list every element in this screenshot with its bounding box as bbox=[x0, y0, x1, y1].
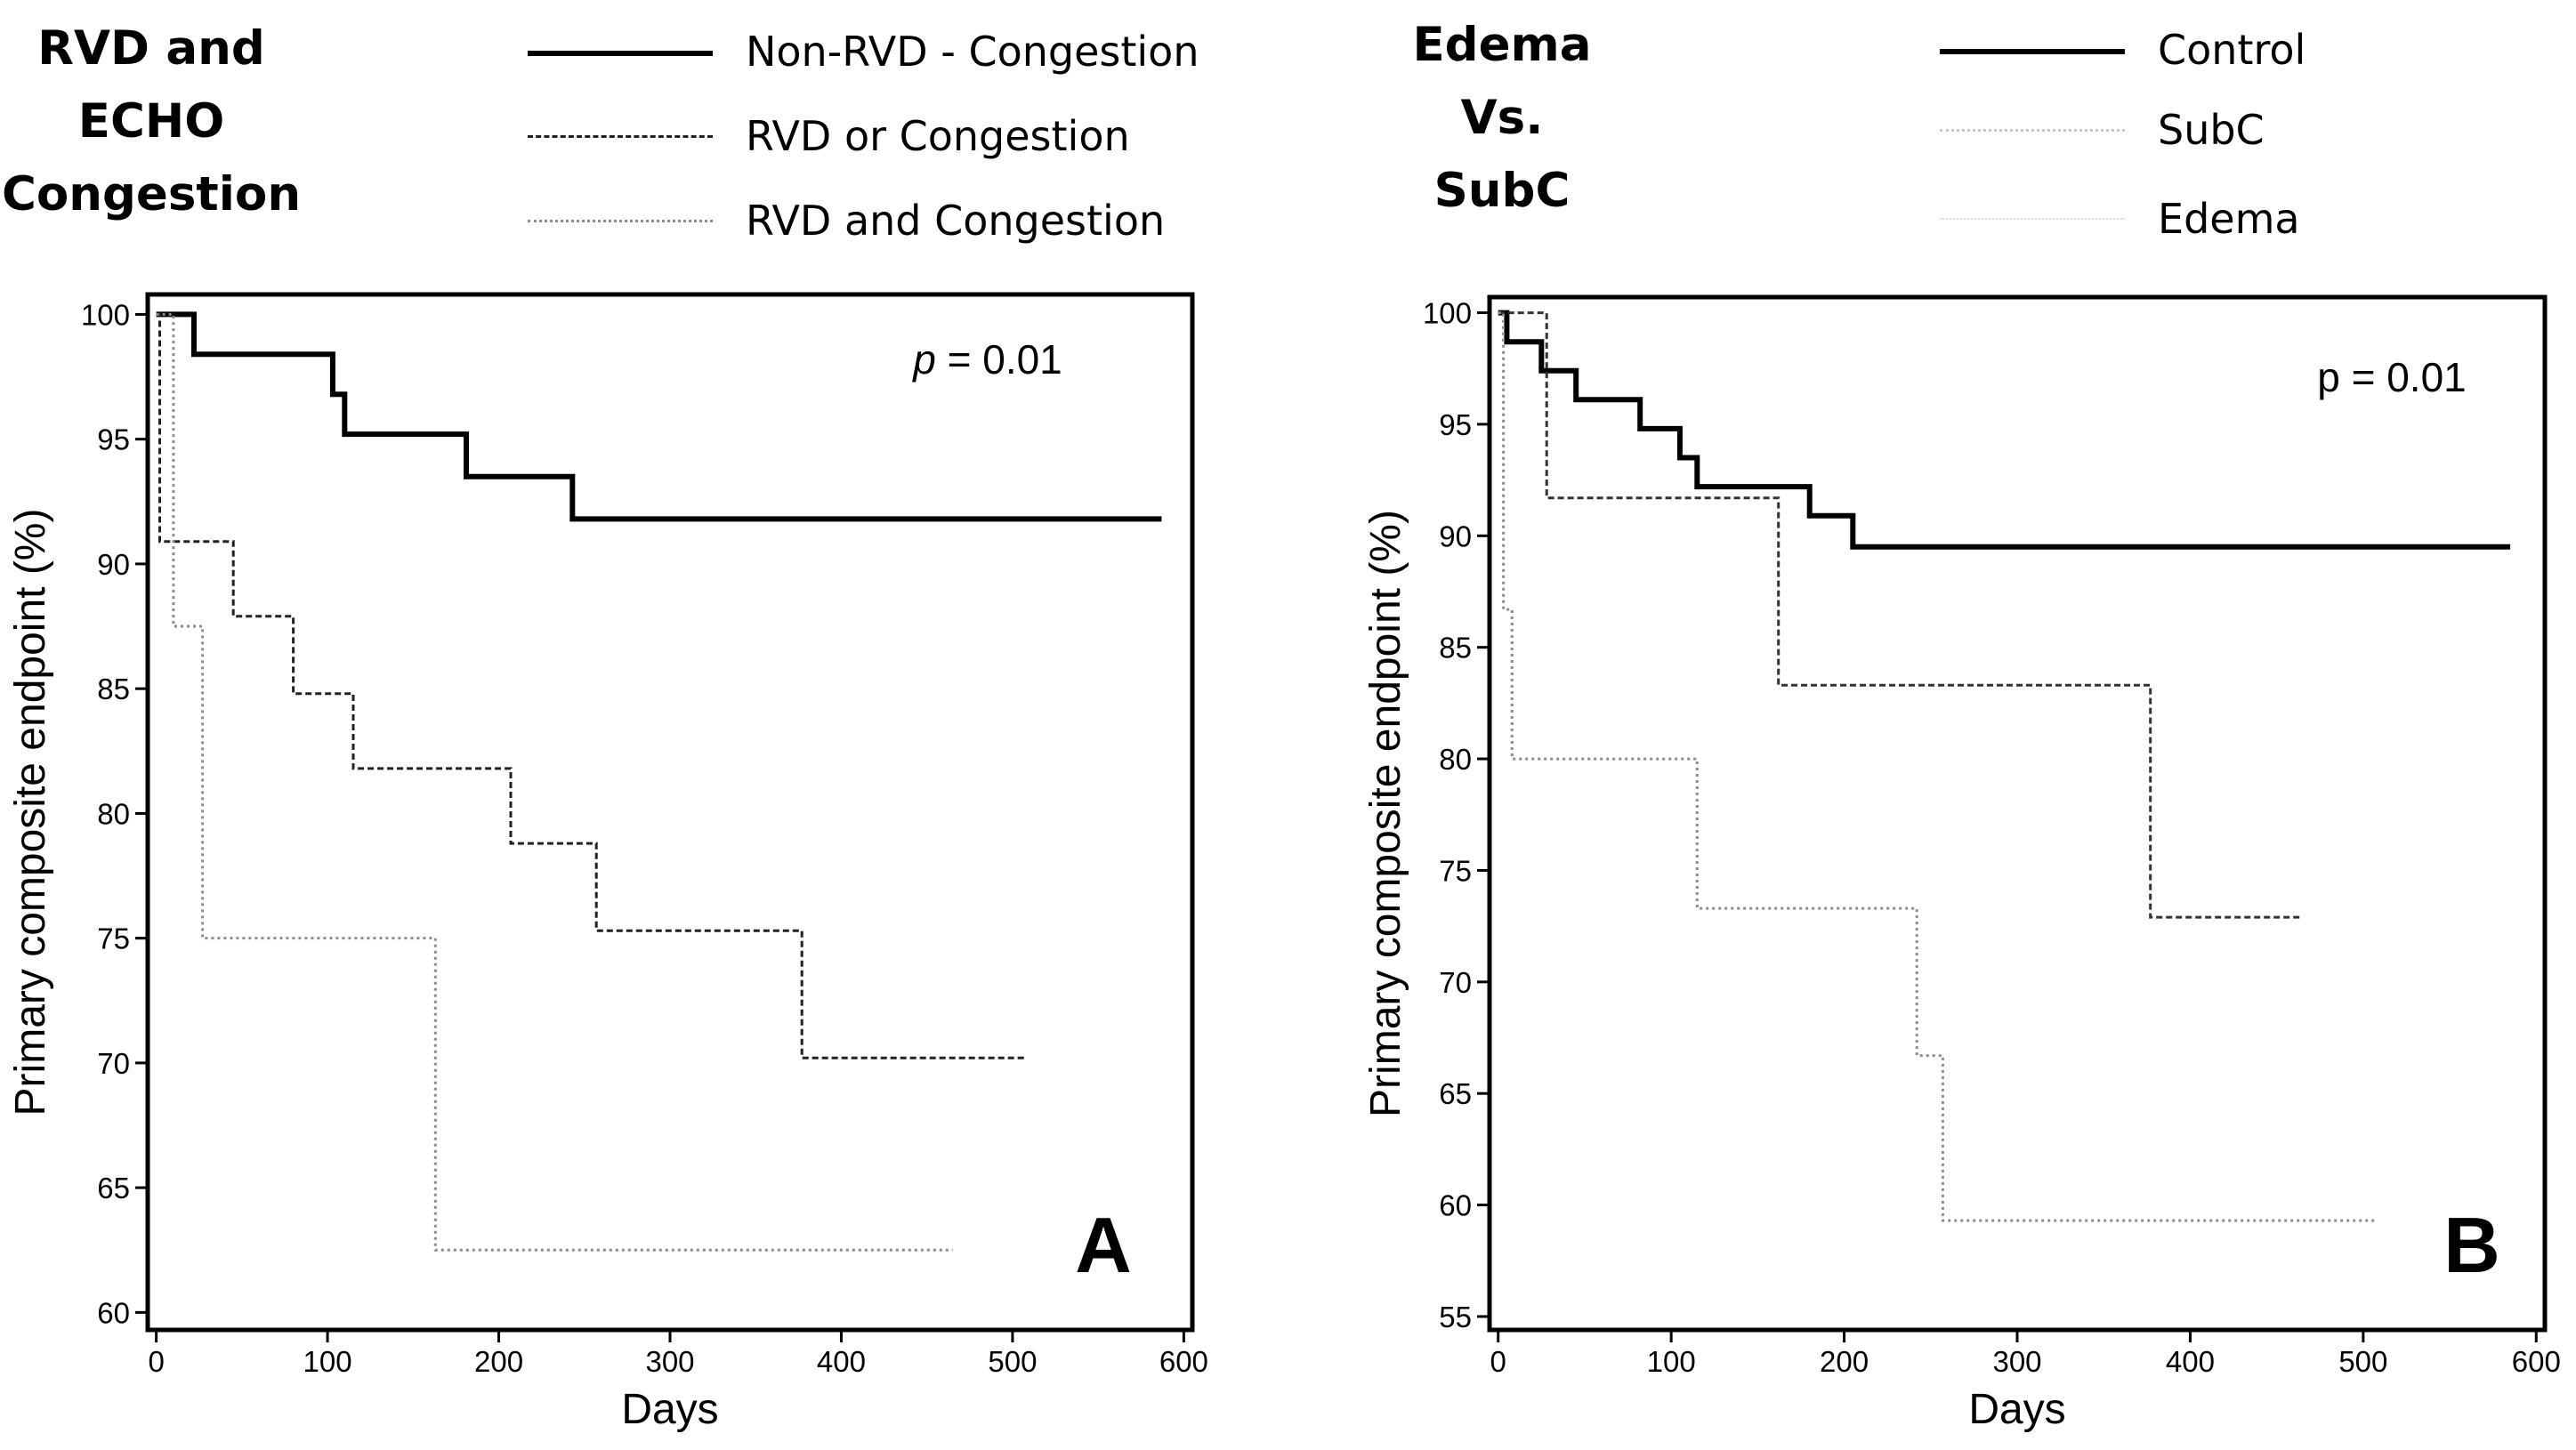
x-tick-label: 200 bbox=[474, 1345, 523, 1378]
y-tick-label: 60 bbox=[1439, 1189, 1472, 1222]
chart-title-line: Vs. bbox=[1460, 91, 1544, 145]
x-tick-label: 400 bbox=[817, 1345, 866, 1378]
chart-title: Edema Vs. SubC bbox=[1391, 9, 1613, 228]
series-line-3 bbox=[1498, 311, 2378, 1222]
x-tick-label: 600 bbox=[1159, 1345, 1208, 1378]
panel-letter: A bbox=[1075, 1201, 1132, 1289]
x-tick-label: 0 bbox=[1490, 1345, 1506, 1378]
y-tick-label: 100 bbox=[81, 298, 130, 331]
y-tick-label: 90 bbox=[1439, 520, 1472, 552]
legend-line-dotted bbox=[1940, 218, 2125, 220]
series-line-1 bbox=[156, 311, 1162, 522]
chart-title-line: Edema bbox=[1412, 18, 1592, 72]
y-tick-label: 70 bbox=[97, 1047, 130, 1080]
x-tick-label: 600 bbox=[2512, 1345, 2561, 1378]
panel-a: RVD and ECHO Congestion Non-RVD - Conges… bbox=[0, 12, 1257, 1433]
legend-item: RVD and Congestion bbox=[528, 194, 1257, 247]
legend-line-solid bbox=[1940, 49, 2125, 54]
y-tick-label: 75 bbox=[1439, 854, 1472, 887]
legend-label: RVD and Congestion bbox=[746, 197, 1166, 245]
panel-b: Edema Vs. SubC Control SubC Edema 0 100 20… bbox=[1288, 0, 2576, 1450]
series-line-1 bbox=[1498, 310, 2511, 550]
chart-title-line: SubC bbox=[1433, 164, 1571, 218]
x-tick-label: 300 bbox=[1992, 1345, 2041, 1378]
x-axis-label: Days bbox=[621, 1386, 718, 1433]
y-tick-label: 80 bbox=[1439, 743, 1472, 776]
chart-title-line: RVD and bbox=[37, 21, 265, 76]
x-tick-label: 500 bbox=[2338, 1345, 2387, 1378]
legend-label: RVD or Congestion bbox=[746, 112, 1130, 160]
y-tick-label: 95 bbox=[1439, 408, 1472, 441]
y-axis-label: Primary composite endpoint (%) bbox=[7, 509, 54, 1116]
p-value-annotation: p = 0.01 bbox=[2317, 354, 2467, 400]
legend-label: Control bbox=[2158, 26, 2306, 74]
y-tick-label: 55 bbox=[1439, 1301, 1472, 1333]
series-line-2 bbox=[1498, 311, 2303, 919]
legend-label: SubC bbox=[2158, 106, 2265, 154]
x-tick-label: 100 bbox=[1647, 1345, 1696, 1378]
p-value-annotation: p = 0.01 bbox=[911, 336, 1062, 383]
y-tick-label: 85 bbox=[97, 673, 130, 705]
chart-title-line: Congestion bbox=[1, 167, 302, 222]
x-tick-label: 100 bbox=[303, 1345, 352, 1378]
legend-item: SubC bbox=[1940, 103, 2576, 157]
series-line-2 bbox=[156, 312, 1027, 1059]
km-chart-b: 0 100 200 300 400 500 600 55 60 65 70 75 80 85 90 95 100… bbox=[1362, 294, 2561, 1433]
x-tick-label: 500 bbox=[988, 1345, 1037, 1378]
y-tick-label: 95 bbox=[97, 423, 130, 456]
km-chart-a: 0 100 200 300 400 500 600 60 65 70 75 80 85 90 95 100 Da… bbox=[7, 292, 1208, 1433]
legend-item: Non-RVD - Congestion bbox=[528, 25, 1257, 78]
legend-item: Edema bbox=[1940, 192, 2576, 246]
x-tick-label: 200 bbox=[1820, 1345, 1869, 1378]
legend-label: Edema bbox=[2158, 195, 2300, 243]
panel-letter: B bbox=[2443, 1201, 2500, 1289]
x-tick-label: 400 bbox=[2166, 1345, 2215, 1378]
y-tick-label: 85 bbox=[1439, 632, 1472, 665]
chart-title-line: ECHO bbox=[77, 94, 225, 149]
y-tick-label: 65 bbox=[97, 1172, 130, 1204]
p-value-text: = 0.01 bbox=[936, 336, 1062, 383]
y-tick-label: 60 bbox=[97, 1296, 130, 1329]
y-tick-label: 70 bbox=[1439, 966, 1472, 999]
y-tick-label: 65 bbox=[1439, 1077, 1472, 1110]
legend-label: Non-RVD - Congestion bbox=[746, 28, 1199, 76]
legend-line-dashed bbox=[1940, 129, 2125, 132]
x-tick-label: 300 bbox=[645, 1345, 694, 1378]
legend-item: RVD or Congestion bbox=[528, 109, 1257, 163]
p-value-symbol: p bbox=[911, 336, 936, 383]
legend-item: Control bbox=[1940, 23, 2576, 77]
x-tick-label: 0 bbox=[148, 1345, 164, 1378]
y-axis-label: Primary composite endpoint (%) bbox=[1362, 510, 1409, 1117]
y-tick-label: 100 bbox=[1423, 297, 1472, 330]
chart-title: RVD and ECHO Congestion bbox=[0, 12, 303, 231]
y-tick-label: 80 bbox=[97, 797, 130, 830]
y-tick-label: 75 bbox=[97, 922, 130, 955]
series-line-3 bbox=[156, 312, 953, 1252]
legend-line-solid bbox=[528, 51, 713, 56]
legend-line-dotted bbox=[528, 220, 713, 222]
y-tick-label: 90 bbox=[97, 548, 130, 581]
plot-frame bbox=[145, 292, 1195, 1333]
x-axis-label: Days bbox=[1968, 1386, 2065, 1433]
legend-line-dashed bbox=[528, 135, 713, 138]
plot-frame bbox=[1487, 294, 2548, 1333]
